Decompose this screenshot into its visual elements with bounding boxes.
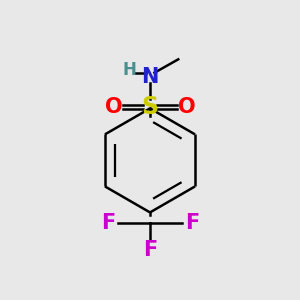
- Text: F: F: [185, 213, 199, 233]
- Text: S: S: [141, 95, 159, 119]
- Text: O: O: [105, 97, 122, 117]
- Text: H: H: [122, 61, 136, 79]
- Text: F: F: [101, 213, 115, 233]
- Text: F: F: [143, 240, 157, 260]
- Text: N: N: [141, 67, 159, 87]
- Text: O: O: [178, 97, 195, 117]
